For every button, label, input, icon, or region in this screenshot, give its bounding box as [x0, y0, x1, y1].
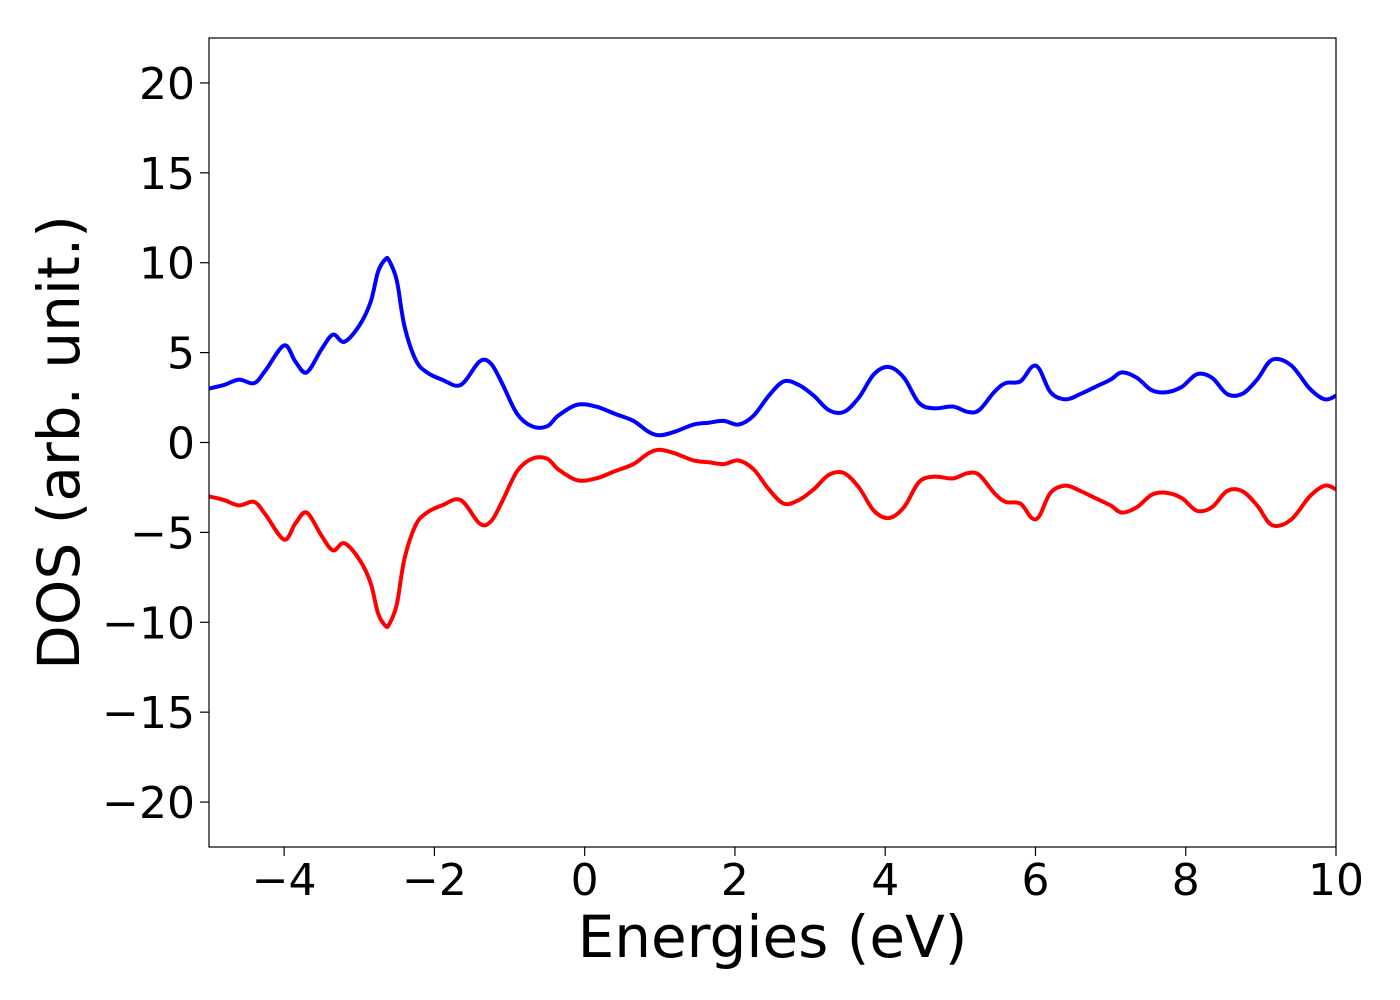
y-tick-label: −20 [102, 778, 195, 829]
x-axis-label: Energies (eV) [578, 903, 968, 971]
x-tick-label: 10 [1308, 855, 1364, 906]
y-axis-label: DOS (arb. unit.) [25, 215, 93, 670]
y-tick-label: −10 [102, 598, 195, 649]
y-tick-label: 15 [139, 149, 195, 200]
x-tick-label: 0 [571, 855, 599, 906]
plot-frame [208, 37, 1337, 848]
x-tick-label: 4 [871, 855, 899, 906]
y-tick-label: 5 [167, 329, 195, 380]
x-tick-label: 6 [1021, 855, 1049, 906]
y-tick-label: 20 [139, 59, 195, 110]
series-line-blue [209, 255, 1336, 438]
y-tick-label: −15 [102, 688, 195, 739]
y-tick-label: 0 [167, 419, 195, 470]
x-tick-label: 8 [1172, 855, 1200, 906]
series-line-red [209, 447, 1336, 630]
x-tick-label: 2 [721, 855, 749, 906]
y-tick-label: −5 [130, 508, 195, 559]
x-tick-label: −4 [252, 855, 317, 906]
x-tick-label: −2 [402, 855, 467, 906]
y-tick-label: 10 [139, 239, 195, 290]
